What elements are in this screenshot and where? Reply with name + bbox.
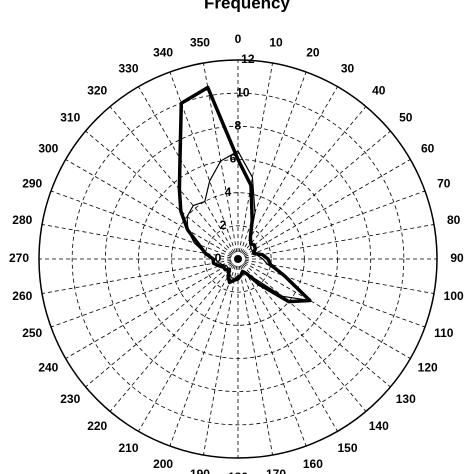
grid-circle bbox=[204, 225, 272, 293]
grid-spoke bbox=[237, 62, 273, 260]
radial-tick-label: 6 bbox=[230, 152, 237, 166]
grid-spoke bbox=[237, 71, 307, 260]
grid-spoke bbox=[41, 258, 239, 294]
angle-label: 20 bbox=[306, 45, 320, 59]
grid-spoke bbox=[237, 258, 273, 456]
grid-spoke bbox=[138, 258, 239, 432]
grid-spoke bbox=[41, 224, 239, 260]
angle-label: 250 bbox=[22, 326, 42, 340]
angle-label: 170 bbox=[266, 467, 286, 474]
grid-spoke bbox=[109, 106, 239, 260]
angle-label: 270 bbox=[9, 251, 29, 265]
radial-tick-label: 4 bbox=[225, 185, 232, 199]
angle-label: 140 bbox=[369, 419, 389, 433]
angle-label: 130 bbox=[396, 392, 416, 406]
grid-spoke bbox=[237, 258, 307, 447]
angle-label: 230 bbox=[60, 392, 80, 406]
grid-spoke bbox=[237, 258, 411, 359]
angle-label: 160 bbox=[303, 457, 323, 471]
angle-label: 260 bbox=[12, 289, 32, 303]
grid-spoke bbox=[237, 159, 411, 260]
grid-spoke bbox=[109, 258, 239, 412]
grid-spoke bbox=[237, 190, 426, 260]
grid-spoke bbox=[237, 258, 426, 328]
grid-spoke bbox=[50, 190, 239, 260]
angle-label: 80 bbox=[447, 213, 461, 227]
angle-label: 320 bbox=[87, 83, 107, 97]
angle-label: 50 bbox=[399, 110, 413, 124]
grid-spoke bbox=[65, 258, 239, 359]
grid-spoke bbox=[237, 258, 338, 432]
angle-label: 100 bbox=[444, 289, 464, 303]
radial-tick-label: 8 bbox=[235, 119, 242, 133]
angle-label: 120 bbox=[418, 361, 438, 375]
grid-spoke bbox=[169, 258, 239, 447]
angle-label: 0 bbox=[235, 32, 242, 46]
angle-label: 310 bbox=[60, 110, 80, 124]
angle-label: 300 bbox=[38, 142, 58, 156]
grid-spoke bbox=[237, 258, 391, 388]
grid-circle bbox=[104, 125, 372, 393]
angle-label: 190 bbox=[190, 467, 210, 474]
grid-spoke bbox=[65, 159, 239, 260]
grid-spoke bbox=[237, 130, 391, 260]
angle-label: 60 bbox=[421, 142, 435, 156]
grid-spoke bbox=[138, 86, 239, 260]
angle-label: 210 bbox=[118, 441, 138, 455]
series-line bbox=[177, 85, 312, 304]
angle-label: 350 bbox=[190, 35, 210, 49]
grid-spoke bbox=[237, 106, 367, 260]
angle-label: 340 bbox=[153, 45, 173, 59]
grid-spoke bbox=[237, 258, 435, 294]
angle-label: 30 bbox=[341, 62, 355, 76]
angle-label: 330 bbox=[118, 62, 138, 76]
chart-title: Frequency bbox=[204, 0, 291, 12]
grid-spoke bbox=[85, 130, 239, 260]
angle-label: 150 bbox=[337, 441, 357, 455]
grid-spoke bbox=[50, 258, 239, 328]
radial-tick-label: 10 bbox=[236, 85, 250, 99]
radial-tick-label: 0 bbox=[215, 251, 222, 265]
angle-label: 180 bbox=[228, 470, 248, 474]
angle-label: 110 bbox=[434, 326, 454, 340]
grid-spoke bbox=[85, 258, 239, 388]
angle-label: 10 bbox=[269, 35, 283, 49]
grid-spoke bbox=[237, 258, 367, 412]
grid-spoke bbox=[169, 71, 239, 260]
radial-tick-label: 12 bbox=[241, 52, 255, 66]
grid-spoke bbox=[237, 224, 435, 260]
angle-label: 290 bbox=[22, 176, 42, 190]
angle-label: 40 bbox=[372, 83, 386, 97]
grid-spoke bbox=[237, 86, 338, 260]
angle-label: 240 bbox=[38, 361, 58, 375]
angle-label: 200 bbox=[153, 457, 173, 471]
angle-label: 220 bbox=[87, 419, 107, 433]
series-line bbox=[186, 150, 311, 302]
grid-spoke bbox=[203, 258, 239, 456]
grid-circle bbox=[71, 92, 405, 426]
radial-tick-label: 2 bbox=[220, 218, 227, 232]
angle-label: 70 bbox=[437, 176, 451, 190]
angle-label: 280 bbox=[12, 213, 32, 227]
angle-label: 90 bbox=[450, 251, 464, 265]
